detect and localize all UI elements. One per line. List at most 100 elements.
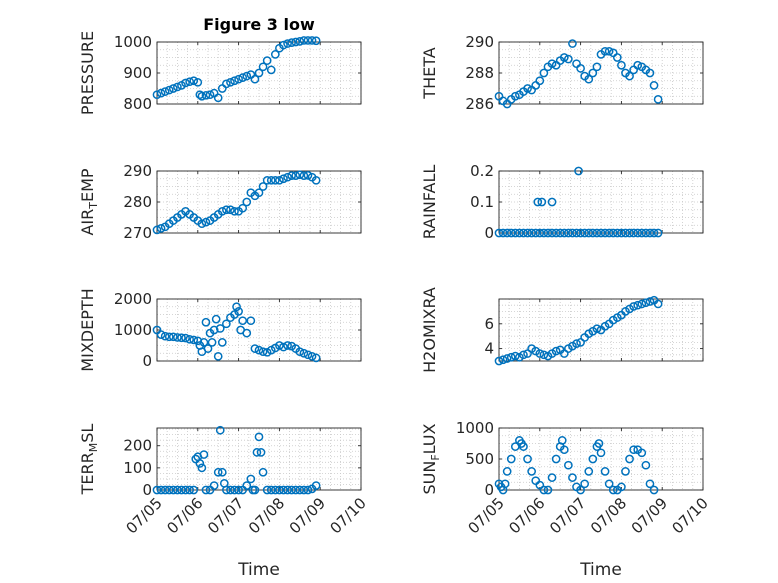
data-point bbox=[600, 46, 610, 56]
data-point bbox=[612, 228, 622, 238]
data-point bbox=[303, 485, 313, 495]
data-point bbox=[173, 333, 182, 342]
data-point bbox=[199, 450, 209, 459]
data-point bbox=[230, 485, 239, 495]
data-point bbox=[641, 460, 651, 470]
data-point bbox=[653, 299, 663, 309]
data-point bbox=[173, 485, 182, 495]
data-point bbox=[275, 485, 284, 495]
data-point bbox=[629, 65, 638, 75]
data-point bbox=[519, 442, 528, 451]
data-point bbox=[287, 38, 296, 47]
y-tick-label: 288 bbox=[465, 64, 494, 82]
data-point bbox=[222, 205, 231, 215]
data-point bbox=[181, 333, 190, 343]
data-point bbox=[256, 448, 266, 457]
data-point bbox=[568, 228, 577, 238]
data-point bbox=[564, 228, 573, 238]
data-point bbox=[637, 448, 647, 458]
y-tick-label: 800 bbox=[123, 95, 152, 113]
data-point bbox=[254, 432, 264, 442]
subplot-terr-msl: 0 100 200 TERRMSL 07/0507/0607/0707/0807/090… bbox=[78, 424, 370, 580]
y-tick-label: 4 bbox=[484, 340, 494, 358]
data-point bbox=[535, 228, 545, 238]
data-point bbox=[535, 76, 545, 86]
data-point bbox=[307, 36, 317, 45]
data-point bbox=[213, 352, 223, 361]
y-tick-label: 1000 bbox=[114, 33, 152, 51]
data-point bbox=[217, 84, 227, 93]
data-point bbox=[201, 317, 211, 327]
y-tick-label: 1000 bbox=[456, 419, 494, 437]
subplot-pressure: 800 900 1000 PRESSURE Figure 3 low bbox=[78, 15, 362, 115]
data-point bbox=[246, 316, 256, 326]
data-point bbox=[283, 39, 292, 48]
data-point bbox=[551, 454, 561, 464]
axes-frame bbox=[498, 298, 704, 362]
data-point bbox=[494, 228, 504, 238]
data-point bbox=[580, 228, 590, 238]
data-point bbox=[649, 81, 659, 90]
data-point bbox=[197, 463, 207, 473]
data-point bbox=[629, 445, 638, 455]
data-point bbox=[189, 76, 199, 86]
data-point bbox=[211, 314, 221, 324]
data-point bbox=[592, 324, 602, 334]
data-point bbox=[574, 166, 583, 176]
data-point bbox=[205, 90, 215, 100]
data-point bbox=[649, 485, 659, 495]
data-point bbox=[217, 206, 227, 216]
subplot-theta: 286 288 290 THETA bbox=[420, 33, 704, 113]
data-point bbox=[234, 307, 243, 316]
data-point bbox=[279, 174, 288, 184]
data-point bbox=[547, 197, 557, 207]
data-point bbox=[299, 36, 309, 45]
data-point bbox=[604, 479, 614, 489]
data-point bbox=[515, 228, 524, 238]
data-point bbox=[254, 345, 264, 355]
data-point bbox=[629, 302, 638, 311]
data-point bbox=[539, 68, 549, 78]
data-point bbox=[283, 485, 292, 495]
y-tick-label: 0.2 bbox=[470, 162, 494, 180]
data-point bbox=[584, 228, 594, 238]
data-point bbox=[576, 485, 585, 495]
data-point bbox=[262, 56, 272, 65]
data-point bbox=[523, 84, 532, 93]
data-point bbox=[551, 346, 561, 356]
data-point bbox=[295, 37, 305, 46]
data-point bbox=[262, 485, 272, 495]
data-point bbox=[258, 62, 268, 72]
data-point bbox=[502, 467, 512, 476]
data-point bbox=[217, 338, 227, 347]
data-point bbox=[625, 71, 634, 81]
data-point bbox=[299, 171, 309, 180]
data-point bbox=[215, 425, 225, 435]
data-point bbox=[177, 333, 186, 343]
data-point bbox=[299, 348, 309, 358]
data-point bbox=[299, 485, 309, 495]
data-point bbox=[185, 485, 194, 495]
data-point bbox=[584, 74, 594, 84]
data-point bbox=[596, 228, 606, 238]
data-point bbox=[222, 319, 231, 329]
y-tick-label: 270 bbox=[123, 224, 152, 242]
data-point bbox=[608, 485, 618, 495]
y-axis-label: THETA bbox=[420, 47, 439, 99]
y-tick-label: 6 bbox=[484, 315, 494, 333]
y-tick-label: 290 bbox=[123, 162, 152, 180]
data-point bbox=[199, 338, 209, 347]
data-point bbox=[295, 485, 305, 495]
x-tick-label: 07/07 bbox=[204, 494, 247, 537]
data-point bbox=[311, 353, 321, 363]
data-point bbox=[641, 298, 651, 308]
y-axis-label: MIXDEPTH bbox=[78, 288, 97, 371]
data-point bbox=[189, 335, 199, 345]
data-point bbox=[604, 228, 614, 238]
x-tick-label: 07/05 bbox=[123, 494, 166, 537]
data-point bbox=[193, 336, 203, 346]
data-point bbox=[279, 40, 288, 50]
data-point bbox=[195, 459, 205, 468]
data-point bbox=[535, 349, 545, 358]
data-point bbox=[633, 300, 643, 310]
